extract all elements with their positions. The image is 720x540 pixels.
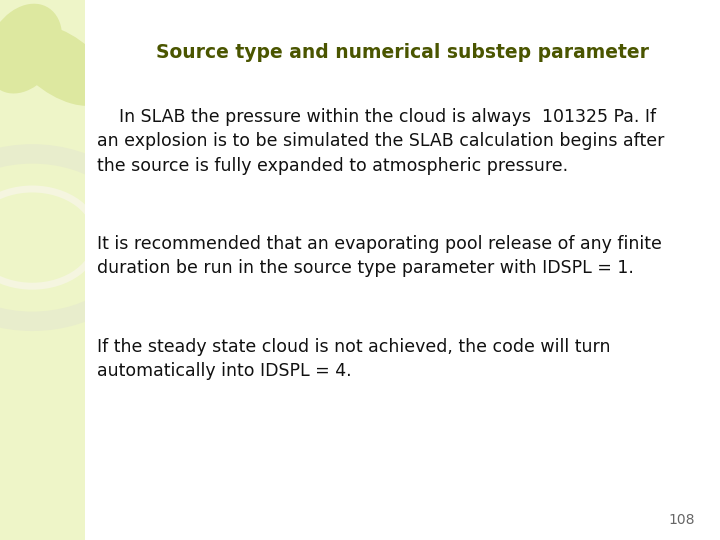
- Text: In SLAB the pressure within the cloud is always  101325 Pa. If
an explosion is t: In SLAB the pressure within the cloud is…: [97, 108, 665, 174]
- Text: Source type and numerical substep parameter: Source type and numerical substep parame…: [156, 43, 649, 62]
- Text: If the steady state cloud is not achieved, the code will turn
automatically into: If the steady state cloud is not achieve…: [97, 338, 611, 380]
- Text: 108: 108: [668, 512, 695, 526]
- Text: It is recommended that an evaporating pool release of any finite
duration be run: It is recommended that an evaporating po…: [97, 235, 662, 277]
- FancyBboxPatch shape: [0, 0, 85, 540]
- Ellipse shape: [12, 24, 111, 106]
- Ellipse shape: [0, 4, 62, 93]
